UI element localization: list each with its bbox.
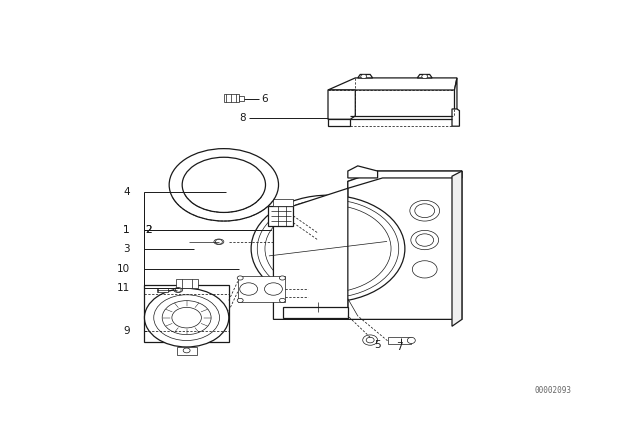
Polygon shape (273, 188, 348, 319)
Circle shape (240, 283, 257, 295)
Polygon shape (358, 74, 372, 78)
Ellipse shape (173, 288, 182, 293)
Bar (237, 276, 285, 302)
Bar (273, 199, 293, 206)
Text: 10: 10 (116, 264, 129, 274)
Text: 9: 9 (123, 327, 129, 336)
Polygon shape (328, 119, 350, 126)
Text: 3: 3 (123, 244, 129, 254)
Ellipse shape (214, 239, 224, 245)
Polygon shape (452, 171, 462, 326)
Circle shape (257, 199, 399, 298)
Circle shape (416, 234, 434, 246)
Circle shape (175, 288, 181, 292)
Text: 00002093: 00002093 (534, 386, 571, 395)
Circle shape (237, 276, 243, 280)
Circle shape (415, 204, 435, 218)
Ellipse shape (182, 157, 266, 212)
Circle shape (361, 74, 367, 78)
Circle shape (172, 307, 202, 328)
Circle shape (264, 283, 282, 295)
Text: 1: 1 (123, 225, 129, 235)
Circle shape (366, 337, 374, 343)
Polygon shape (328, 78, 457, 90)
Bar (388, 337, 412, 344)
Text: 6: 6 (261, 94, 268, 103)
Circle shape (154, 295, 220, 340)
Circle shape (363, 335, 378, 345)
Bar (145, 285, 229, 342)
Text: 4: 4 (123, 187, 129, 197)
Text: 7: 7 (397, 342, 403, 352)
Polygon shape (348, 166, 378, 178)
Polygon shape (454, 78, 457, 111)
Circle shape (412, 261, 437, 278)
Polygon shape (417, 74, 432, 78)
Circle shape (162, 301, 211, 335)
Polygon shape (452, 109, 460, 126)
Polygon shape (284, 307, 348, 318)
Circle shape (216, 239, 222, 244)
Polygon shape (269, 206, 293, 226)
Bar (224, 95, 239, 102)
Text: 2: 2 (145, 225, 152, 235)
Circle shape (410, 200, 440, 221)
Text: 2: 2 (145, 225, 152, 235)
Circle shape (183, 348, 190, 353)
Ellipse shape (169, 149, 278, 221)
Polygon shape (328, 90, 355, 119)
Circle shape (265, 205, 391, 293)
Circle shape (280, 276, 285, 280)
Circle shape (411, 230, 438, 250)
Text: 1: 1 (123, 225, 129, 235)
Circle shape (280, 298, 285, 302)
Circle shape (251, 195, 405, 302)
Polygon shape (348, 171, 462, 188)
Bar (177, 347, 196, 354)
Text: 8: 8 (239, 112, 246, 123)
Bar (157, 288, 168, 293)
Text: 5: 5 (374, 340, 381, 350)
Bar (176, 279, 198, 288)
Circle shape (145, 289, 229, 347)
Circle shape (422, 74, 428, 78)
Polygon shape (348, 171, 462, 319)
Text: 11: 11 (116, 283, 129, 293)
Ellipse shape (408, 337, 415, 344)
Bar (239, 96, 244, 101)
Circle shape (237, 298, 243, 302)
